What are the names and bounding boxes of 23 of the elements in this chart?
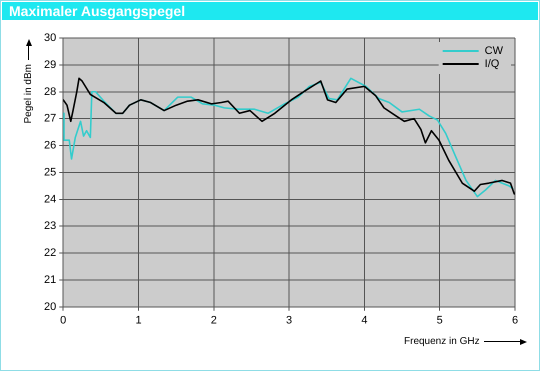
y-tick-label: 27 [44,112,56,125]
y-tick-label: 21 [44,274,56,286]
x-axis-title: Frequenz in GHz [404,336,480,347]
chart-title: Maximaler Ausgangspegel [2,2,538,20]
y-tick-label: 20 [44,300,56,313]
x-tick-label: 1 [135,314,142,326]
y-tick-label: 23 [44,220,56,232]
x-tick-label: 6 [512,314,518,326]
x-tick-label: 5 [436,314,443,326]
y-tick-label: 28 [44,86,56,98]
x-tick-label: 3 [286,314,292,326]
x-tick-label: 0 [60,314,66,326]
y-axis-title: Pegel in dBm [23,64,34,124]
y-tick-label: 30 [44,32,56,44]
legend-label: CW [484,45,504,58]
y-tick-label: 26 [44,140,56,152]
y-tick-label: 22 [44,247,56,260]
legend-label: I/Q [484,58,500,70]
x-tick-label: 2 [210,314,217,326]
y-tick-label: 24 [44,193,56,206]
y-tick-label: 29 [44,58,56,71]
x-tick-label: 4 [361,314,368,326]
y-tick-label: 25 [44,166,56,178]
